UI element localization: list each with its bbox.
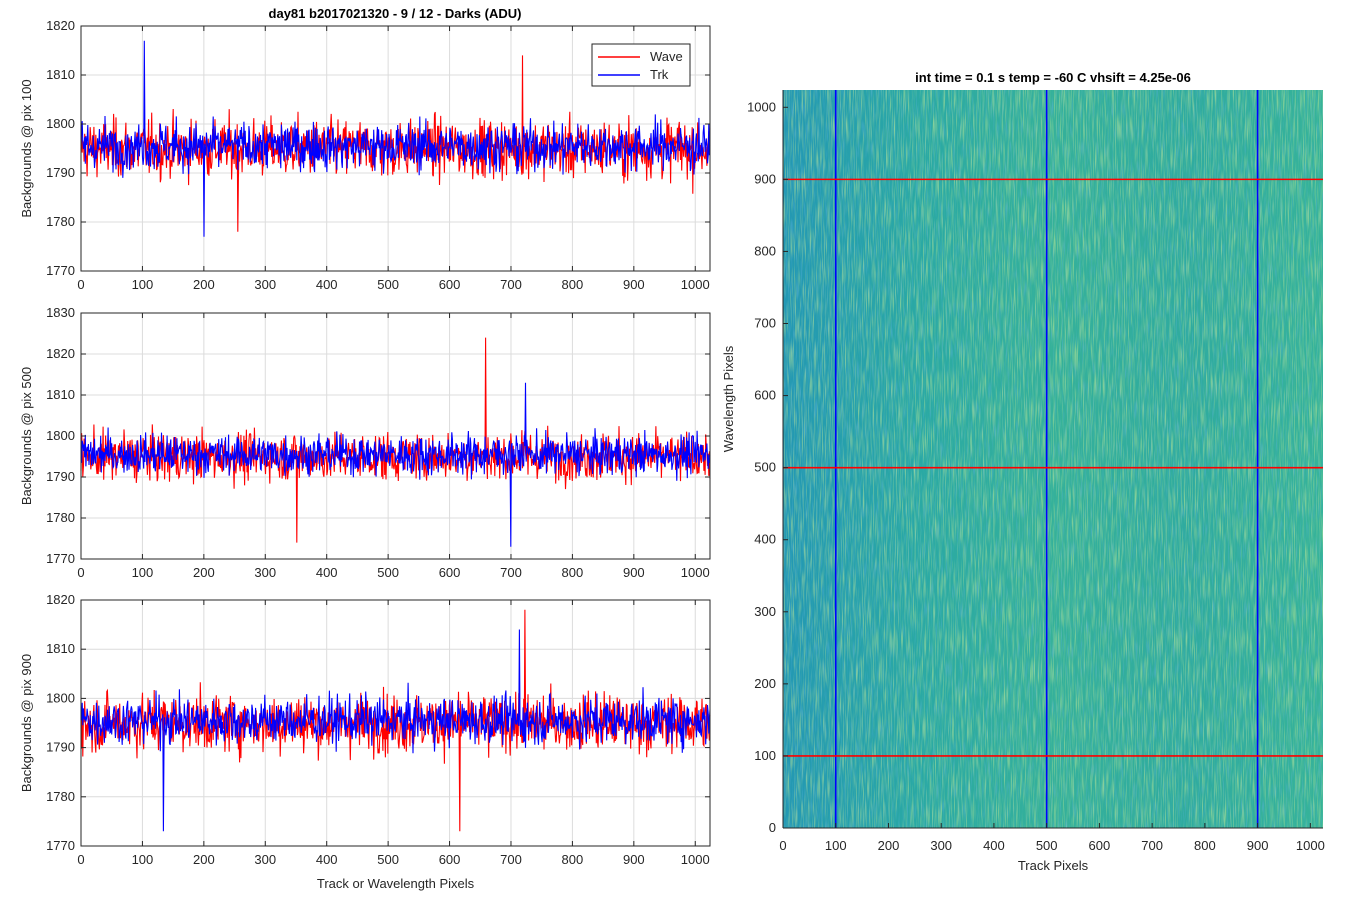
y-tick-label: 1810: [46, 641, 75, 656]
x-axis-label: Track Pixels: [1018, 858, 1089, 873]
x-tick-label: 200: [193, 852, 215, 867]
x-tick-label: 100: [132, 277, 154, 292]
y-tick-label: 200: [754, 676, 776, 691]
y-tick-label: 1780: [46, 214, 75, 229]
y-tick-label: 1800: [46, 428, 75, 443]
image-panel: 0 100 200 300 400 500 600 700 800 900 1000 0 100 200 3…: [721, 90, 1325, 873]
y-tick-label: 800: [754, 243, 776, 258]
x-axis-label: Track or Wavelength Pixels: [317, 876, 475, 891]
x-tick-label: 1000: [1296, 838, 1325, 853]
x-tick-label: 600: [1089, 838, 1111, 853]
axes-frame: [80, 25, 711, 272]
x-tick-label: 900: [623, 277, 645, 292]
x-tick-label: 900: [623, 565, 645, 580]
y-tick-label: 400: [754, 532, 776, 547]
y-tick-label: 1770: [46, 838, 75, 853]
y-tick-label: 1810: [46, 387, 75, 402]
y-tick-label: 1790: [46, 740, 75, 755]
legend-label-wave: Wave: [650, 49, 683, 64]
y-axis-label: Wavelength Pixels: [721, 345, 736, 452]
y-tick-label: 300: [754, 604, 776, 619]
x-tick-label: 800: [1194, 838, 1216, 853]
x-tick-label: 800: [562, 852, 584, 867]
series-line-trk: [80, 382, 711, 547]
x-tick-label: 400: [316, 852, 338, 867]
legend-box: [591, 43, 691, 87]
x-tick-label: 0: [779, 838, 786, 853]
x-tick-label: 900: [1247, 838, 1269, 853]
y-tick-label: 1770: [46, 551, 75, 566]
y-tick-label: 1790: [46, 469, 75, 484]
axes-frame: [80, 599, 711, 847]
y-tick-label: 700: [754, 316, 776, 331]
x-tick-label: 0: [77, 277, 84, 292]
x-tick-label: 100: [825, 838, 847, 853]
y-tick-label: 1820: [46, 346, 75, 361]
series-line-wave: [80, 55, 711, 232]
x-tick-label: 1000: [681, 277, 710, 292]
left-chart-title: day81 b2017021320 - 9 / 12 - Darks (ADU): [269, 6, 522, 21]
y-tick-label: 1000: [747, 99, 776, 114]
y-tick-label: 1820: [46, 592, 75, 607]
right-chart-title: int time = 0.1 s temp = -60 C vhsift = 4…: [915, 70, 1191, 85]
plot-pix-500: 0 100 200 300 400 500 600 700 800 900 1000 1770 1780…: [19, 305, 711, 580]
y-tick-label: 1770: [46, 263, 75, 278]
plot-pix-900: 0 100 200 300 400 500 600 700 800 900 1000 1770 1780…: [19, 592, 711, 891]
x-tick-label: 200: [193, 277, 215, 292]
image-noise-bright: [783, 90, 1323, 828]
x-tick-label: 1000: [681, 565, 710, 580]
series-line-trk: [80, 629, 711, 832]
x-tick-label: 600: [439, 852, 461, 867]
legend[interactable]: Wave Trk: [591, 43, 691, 87]
x-tick-label: 200: [193, 565, 215, 580]
x-tick-label: 800: [562, 565, 584, 580]
x-tick-label: 100: [132, 852, 154, 867]
y-tick-label: 1780: [46, 510, 75, 525]
x-tick-label: 300: [930, 838, 952, 853]
x-tick-label: 300: [254, 852, 276, 867]
x-tick-label: 200: [878, 838, 900, 853]
series-line-trk: [80, 40, 711, 237]
x-tick-label: 500: [377, 277, 399, 292]
x-tick-label: 1000: [681, 852, 710, 867]
x-tick-label: 700: [500, 565, 522, 580]
y-tick-label: 0: [769, 820, 776, 835]
x-tick-label: 100: [132, 565, 154, 580]
y-tick-label: 1780: [46, 789, 75, 804]
y-axis-label: Backgrounds @ pix 500: [19, 367, 34, 505]
y-tick-label: 100: [754, 748, 776, 763]
x-tick-label: 0: [77, 852, 84, 867]
y-tick-label: 1800: [46, 690, 75, 705]
x-tick-label: 400: [316, 565, 338, 580]
x-tick-label: 600: [439, 565, 461, 580]
y-tick-label: 1810: [46, 67, 75, 82]
y-tick-label: 1830: [46, 305, 75, 320]
x-tick-label: 600: [439, 277, 461, 292]
legend-label-trk: Trk: [650, 67, 669, 82]
x-tick-label: 900: [623, 852, 645, 867]
x-tick-label: 500: [1036, 838, 1058, 853]
x-tick-label: 700: [500, 277, 522, 292]
x-tick-label: 300: [254, 277, 276, 292]
y-tick-label: 1820: [46, 18, 75, 33]
x-tick-label: 800: [562, 277, 584, 292]
x-tick-label: 300: [254, 565, 276, 580]
x-tick-label: 500: [377, 565, 399, 580]
x-tick-label: 400: [983, 838, 1005, 853]
x-tick-label: 500: [377, 852, 399, 867]
y-tick-label: 500: [754, 460, 776, 475]
y-tick-label: 1800: [46, 116, 75, 131]
x-tick-label: 700: [1141, 838, 1163, 853]
y-tick-label: 900: [754, 171, 776, 186]
x-tick-label: 0: [77, 565, 84, 580]
y-tick-label: 600: [754, 388, 776, 403]
y-axis-label: Backgrounds @ pix 100: [19, 79, 34, 217]
y-axis-label: Backgrounds @ pix 900: [19, 654, 34, 792]
x-tick-label: 700: [500, 852, 522, 867]
x-tick-label: 400: [316, 277, 338, 292]
y-tick-label: 1790: [46, 165, 75, 180]
